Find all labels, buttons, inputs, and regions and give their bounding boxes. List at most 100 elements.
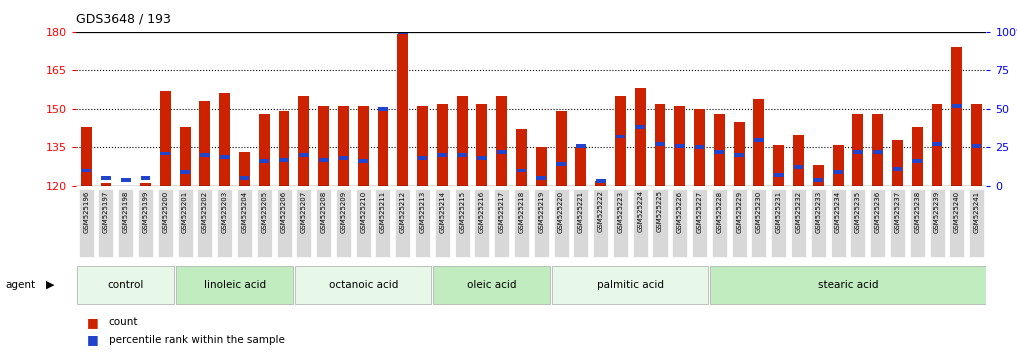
Text: GSM525196: GSM525196 xyxy=(83,190,89,233)
Bar xyxy=(474,189,489,257)
Text: GSM525197: GSM525197 xyxy=(103,190,109,233)
Bar xyxy=(140,183,151,186)
Bar xyxy=(714,114,725,186)
Bar xyxy=(595,181,606,186)
Bar xyxy=(969,189,984,257)
Bar xyxy=(596,179,605,183)
Text: GSM525223: GSM525223 xyxy=(617,190,623,233)
Bar xyxy=(773,145,784,186)
Text: GSM525206: GSM525206 xyxy=(281,190,287,233)
Bar xyxy=(674,106,685,186)
Text: oleic acid: oleic acid xyxy=(467,280,517,290)
Text: linoleic acid: linoleic acid xyxy=(203,280,265,290)
Bar xyxy=(675,144,684,148)
Bar xyxy=(339,156,348,160)
Bar xyxy=(240,176,249,180)
Bar xyxy=(951,47,962,186)
Text: GSM525229: GSM525229 xyxy=(736,190,742,233)
Bar xyxy=(593,189,608,257)
Bar xyxy=(356,189,371,257)
Bar xyxy=(793,135,804,186)
Bar xyxy=(378,107,387,111)
Bar xyxy=(336,189,351,257)
Text: stearic acid: stearic acid xyxy=(818,280,879,290)
Bar xyxy=(774,173,784,177)
Bar xyxy=(101,176,111,180)
Text: GSM525219: GSM525219 xyxy=(538,190,544,233)
Bar xyxy=(517,169,527,172)
Bar xyxy=(791,189,806,257)
Bar xyxy=(633,189,648,257)
Bar xyxy=(910,189,924,257)
Bar xyxy=(299,153,309,157)
Bar xyxy=(437,153,447,157)
Bar xyxy=(200,153,210,157)
Text: GSM525228: GSM525228 xyxy=(716,190,722,233)
Text: palmitic acid: palmitic acid xyxy=(597,280,664,290)
Text: GSM525241: GSM525241 xyxy=(973,190,979,233)
Bar xyxy=(298,96,309,186)
Bar xyxy=(932,104,943,186)
Bar xyxy=(101,183,112,186)
Text: percentile rank within the sample: percentile rank within the sample xyxy=(109,335,285,345)
Bar xyxy=(813,165,824,186)
Bar xyxy=(455,189,470,257)
Text: GSM525239: GSM525239 xyxy=(934,190,940,233)
Bar xyxy=(239,153,250,186)
Bar xyxy=(197,189,213,257)
Text: GSM525202: GSM525202 xyxy=(202,190,207,233)
Bar xyxy=(712,189,727,257)
Bar xyxy=(615,135,625,138)
Bar xyxy=(279,112,290,186)
Bar xyxy=(415,189,430,257)
Bar xyxy=(715,150,724,154)
Bar xyxy=(952,104,962,108)
Bar xyxy=(731,189,746,257)
Bar xyxy=(831,189,845,257)
Bar xyxy=(220,155,230,159)
Text: GSM525233: GSM525233 xyxy=(816,190,822,233)
Bar xyxy=(256,189,272,257)
Bar xyxy=(437,104,447,186)
Bar xyxy=(80,127,92,186)
Bar xyxy=(655,104,665,186)
Text: GDS3648 / 193: GDS3648 / 193 xyxy=(76,12,171,25)
Text: GSM525200: GSM525200 xyxy=(163,190,169,233)
Text: ■: ■ xyxy=(86,333,99,346)
Bar xyxy=(121,178,130,182)
Text: GSM525211: GSM525211 xyxy=(380,190,386,233)
Text: GSM525199: GSM525199 xyxy=(142,190,148,233)
Bar xyxy=(833,145,843,186)
Bar xyxy=(556,162,566,166)
Text: ■: ■ xyxy=(86,316,99,329)
Bar xyxy=(930,189,945,257)
Bar xyxy=(161,152,170,155)
Bar xyxy=(949,189,964,257)
Text: GSM525203: GSM525203 xyxy=(222,190,228,233)
Text: GSM525212: GSM525212 xyxy=(400,190,406,233)
Bar xyxy=(771,189,786,257)
Text: GSM525210: GSM525210 xyxy=(360,190,366,233)
Bar xyxy=(178,189,192,257)
Bar xyxy=(398,30,408,34)
Bar xyxy=(514,189,529,257)
Text: GSM525235: GSM525235 xyxy=(855,190,860,233)
Bar xyxy=(852,114,863,186)
Text: GSM525201: GSM525201 xyxy=(182,190,188,233)
Text: GSM525230: GSM525230 xyxy=(756,190,762,233)
Text: GSM525213: GSM525213 xyxy=(420,190,425,233)
Text: GSM525216: GSM525216 xyxy=(479,190,485,233)
Bar xyxy=(811,189,826,257)
Bar xyxy=(635,88,646,186)
Bar xyxy=(457,96,468,186)
Text: octanoic acid: octanoic acid xyxy=(328,280,398,290)
Bar xyxy=(711,266,985,304)
Text: GSM525215: GSM525215 xyxy=(459,190,465,233)
Bar xyxy=(358,106,368,186)
Bar xyxy=(912,159,922,163)
Bar xyxy=(176,266,293,304)
Text: GSM525204: GSM525204 xyxy=(241,190,247,233)
Bar xyxy=(893,167,902,171)
Text: agent: agent xyxy=(5,280,36,290)
Bar xyxy=(435,189,450,257)
